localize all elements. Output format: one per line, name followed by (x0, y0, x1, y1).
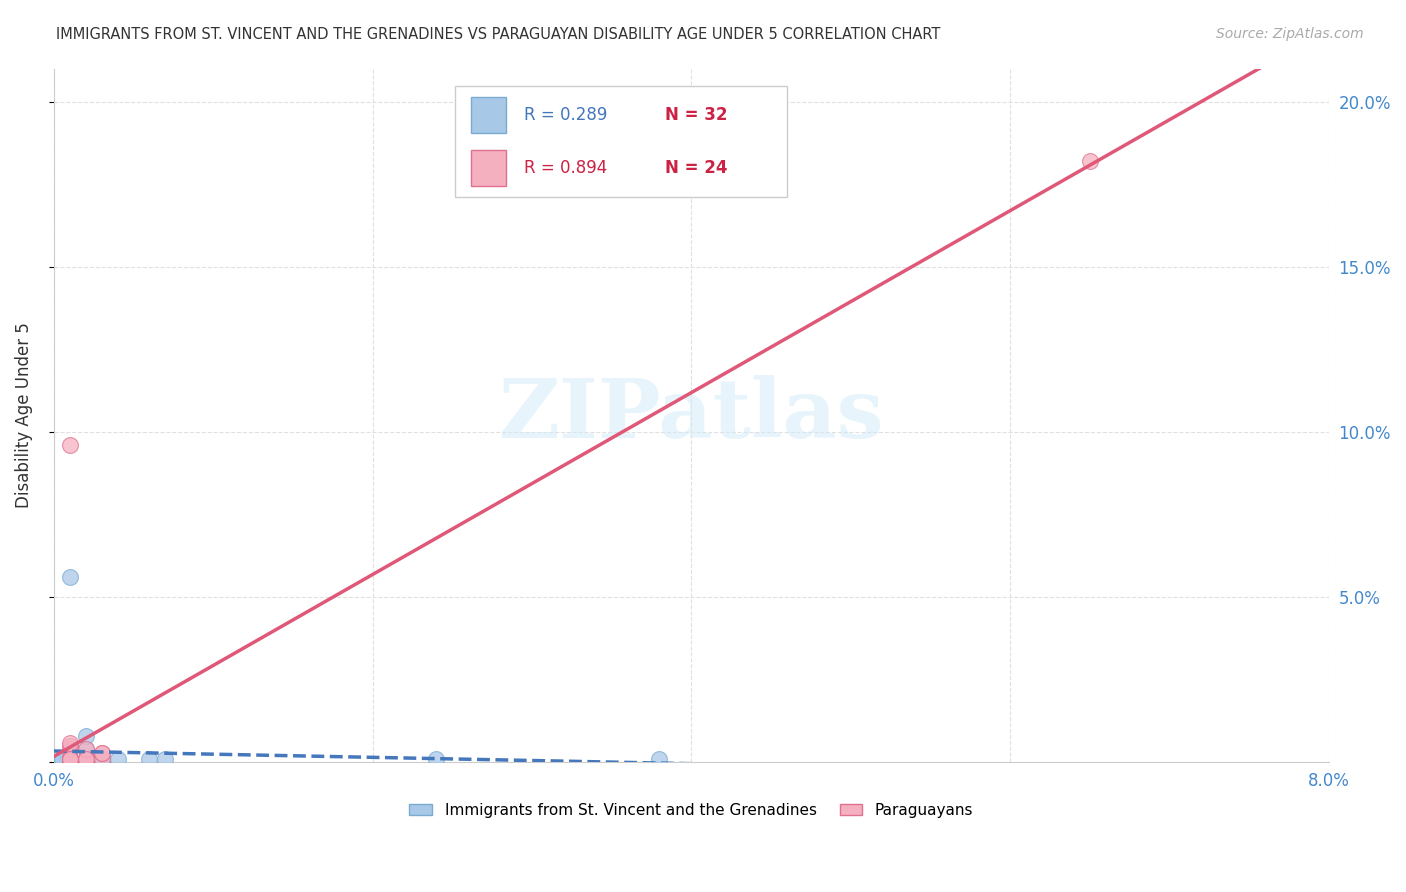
Point (75, 752, 97, 766)
Point (1078, 154, 1101, 169)
Point (59, 736, 82, 750)
Text: R = 0.894: R = 0.894 (524, 159, 607, 177)
Text: ZIPatlas: ZIPatlas (499, 376, 884, 456)
Point (59, 752, 82, 766)
Point (59, 438, 82, 452)
Point (51, 752, 73, 766)
Point (90, 752, 112, 766)
Point (59, 752, 82, 766)
Point (59, 752, 82, 766)
Point (59, 752, 82, 766)
Point (59, 752, 82, 766)
Point (90, 752, 112, 766)
Point (59, 744, 82, 758)
Text: IMMIGRANTS FROM ST. VINCENT AND THE GRENADINES VS PARAGUAYAN DISABILITY AGE UNDE: IMMIGRANTS FROM ST. VINCENT AND THE GREN… (56, 27, 941, 42)
Point (90, 746, 112, 760)
Point (59, 752, 82, 766)
Point (59, 752, 82, 766)
Point (90, 752, 112, 766)
Point (59, 752, 82, 766)
Point (59, 752, 82, 766)
Point (59, 752, 82, 766)
Point (59, 752, 82, 766)
Text: N = 32: N = 32 (665, 106, 727, 124)
Point (75, 752, 97, 766)
Legend: Immigrants from St. Vincent and the Grenadines, Paraguayans: Immigrants from St. Vincent and the Gren… (404, 797, 979, 824)
Point (59, 752, 82, 766)
Y-axis label: Disability Age Under 5: Disability Age Under 5 (15, 323, 32, 508)
Point (425, 752, 447, 766)
Point (75, 752, 97, 766)
Point (59, 752, 82, 766)
Point (75, 752, 97, 766)
Point (55, 752, 77, 766)
Point (138, 752, 160, 766)
Point (59, 739, 82, 753)
Point (59, 752, 82, 766)
Text: N = 24: N = 24 (665, 159, 727, 177)
Point (59, 752, 82, 766)
Point (75, 752, 97, 766)
FancyBboxPatch shape (471, 97, 506, 133)
Point (59, 752, 82, 766)
Text: Source: ZipAtlas.com: Source: ZipAtlas.com (1216, 27, 1364, 41)
Point (59, 752, 82, 766)
Point (75, 752, 97, 766)
FancyBboxPatch shape (471, 150, 506, 186)
Point (59, 752, 82, 766)
Point (59, 752, 82, 766)
Point (107, 752, 129, 766)
Point (59, 752, 82, 766)
Text: R = 0.289: R = 0.289 (524, 106, 607, 124)
Point (75, 752, 97, 766)
Point (155, 752, 177, 766)
Point (59, 752, 82, 766)
Point (51, 752, 73, 766)
Point (59, 570, 82, 584)
Point (59, 752, 82, 766)
Point (75, 742, 97, 756)
Point (75, 752, 97, 766)
Point (90, 746, 112, 760)
Point (648, 752, 671, 766)
Point (59, 742, 82, 756)
FancyBboxPatch shape (456, 86, 787, 197)
Point (75, 742, 97, 756)
Point (90, 752, 112, 766)
Point (75, 729, 97, 743)
Point (59, 752, 82, 766)
Point (75, 752, 97, 766)
